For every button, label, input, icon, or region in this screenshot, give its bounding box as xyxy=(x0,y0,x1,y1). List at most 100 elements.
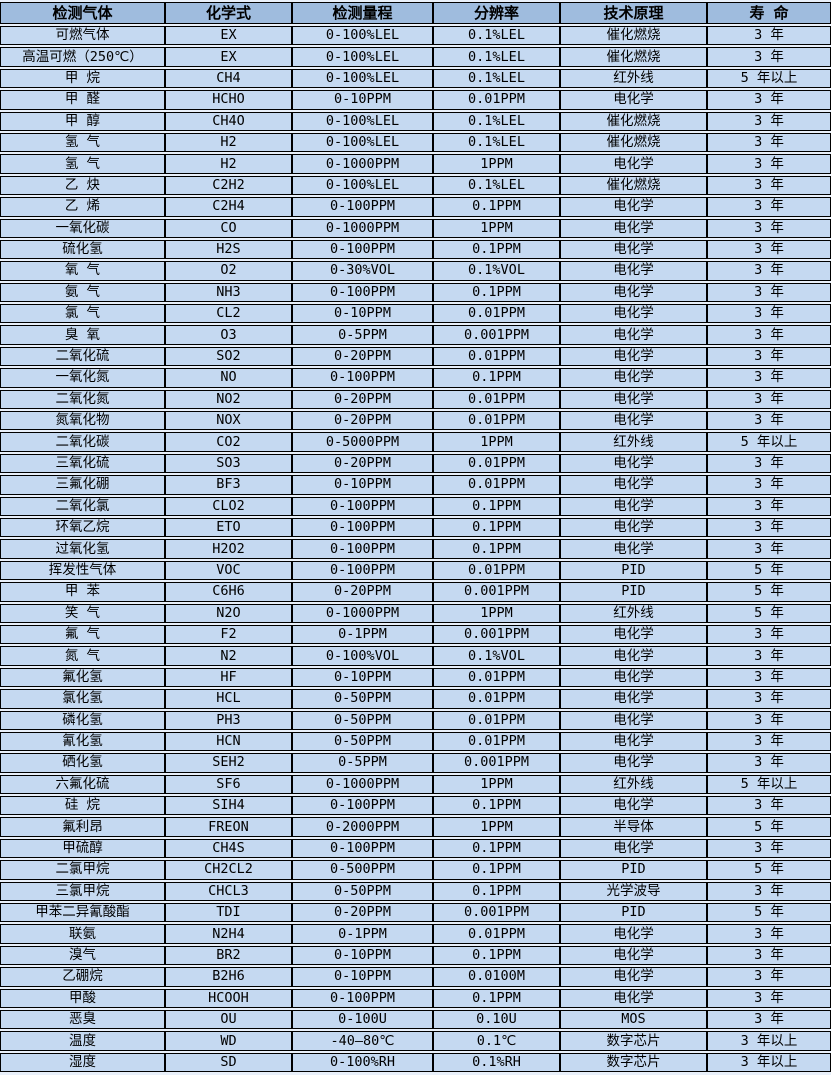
gas-name-cell: 温度 xyxy=(0,1031,165,1051)
detection-range-cell: 0-10PPM xyxy=(292,945,433,966)
gas-name-cell: 乙硼烷 xyxy=(0,967,165,987)
resolution-cell: 0.01PPM xyxy=(433,453,560,474)
resolution-cell: 1PPM xyxy=(433,154,560,174)
table-row: 六氟化硫 SF6 0-1000PPM 1PPM 红外线 5 年以上 xyxy=(0,774,831,795)
gas-name-cell: 二氧化氯 xyxy=(0,496,165,516)
resolution-cell: 0.10U xyxy=(433,1009,560,1030)
detection-range-cell: 0-1000PPM xyxy=(292,154,433,174)
resolution-cell: 0.1%LEL xyxy=(433,26,560,46)
lifespan-cell: 5 年 xyxy=(707,903,831,923)
chemical-formula-cell: C6H6 xyxy=(165,582,292,602)
chemical-formula-cell: HCOOH xyxy=(165,988,292,1008)
resolution-cell: 0.1PPM xyxy=(433,539,560,559)
table-row: 氮 气 N2 0-100%VOL 0.1%VOL 电化学 3 年 xyxy=(0,646,831,666)
detection-range-cell: 0-50PPM xyxy=(292,881,433,902)
lifespan-cell: 3 年 xyxy=(707,197,831,217)
chemical-formula-cell: H2 xyxy=(165,132,292,153)
lifespan-cell: 3 年 xyxy=(707,710,831,730)
table-row: 硅 烷 SIH4 0-100PPM 0.1PPM 电化学 3 年 xyxy=(0,796,831,816)
column-header-technology: 技术原理 xyxy=(560,2,707,24)
technology-cell: 数字芯片 xyxy=(560,1031,707,1051)
chemical-formula-cell: NO xyxy=(165,368,292,388)
technology-cell: PID xyxy=(560,860,707,880)
table-row: 乙硼烷 B2H6 0-10PPM 0.0100M 电化学 3 年 xyxy=(0,967,831,987)
gas-name-cell: 六氟化硫 xyxy=(0,774,165,795)
detection-range-cell: 0-5PPM xyxy=(292,753,433,773)
chemical-formula-cell: CH2CL2 xyxy=(165,860,292,880)
detection-range-cell: 0-100PPM xyxy=(292,988,433,1008)
chemical-formula-cell: TDI xyxy=(165,903,292,923)
lifespan-cell: 3 年 xyxy=(707,881,831,902)
lifespan-cell: 3 年 xyxy=(707,796,831,816)
gas-name-cell: 氯 气 xyxy=(0,304,165,324)
chemical-formula-cell: CHCL3 xyxy=(165,881,292,902)
resolution-cell: 1PPM xyxy=(433,432,560,452)
column-header-detection-range: 检测量程 xyxy=(292,2,433,24)
gas-name-cell: 硒化氢 xyxy=(0,753,165,773)
gas-name-cell: 甲 醇 xyxy=(0,111,165,131)
gas-name-cell: 乙 烯 xyxy=(0,197,165,217)
resolution-cell: 0.1%LEL xyxy=(433,111,560,131)
table-row: 硫化氢 H2S 0-100PPM 0.1PPM 电化学 3 年 xyxy=(0,239,831,260)
technology-cell: PID xyxy=(560,903,707,923)
chemical-formula-cell: CO2 xyxy=(165,432,292,452)
table-row: 甲 烷 CH4 0-100%LEL 0.1%LEL 红外线 5 年以上 xyxy=(0,68,831,89)
detection-range-cell: 0-100PPM xyxy=(292,496,433,516)
resolution-cell: 1PPM xyxy=(433,774,560,795)
gas-name-cell: 环氧乙烷 xyxy=(0,517,165,538)
gas-name-cell: 湿度 xyxy=(0,1052,165,1073)
technology-cell: 电化学 xyxy=(560,453,707,474)
column-header-resolution: 分辨率 xyxy=(433,2,560,24)
column-header-chemical-formula: 化学式 xyxy=(165,2,292,24)
resolution-cell: 0.1PPM xyxy=(433,517,560,538)
table-row: 臭 氧 O3 0-5PPM 0.001PPM 电化学 3 年 xyxy=(0,325,831,345)
chemical-formula-cell: SO3 xyxy=(165,453,292,474)
lifespan-cell: 3 年 xyxy=(707,967,831,987)
technology-cell: 电化学 xyxy=(560,945,707,966)
gas-name-cell: 可燃气体 xyxy=(0,26,165,46)
lifespan-cell: 3 年 xyxy=(707,389,831,410)
resolution-cell: 0.001PPM xyxy=(433,903,560,923)
technology-cell: 电化学 xyxy=(560,411,707,431)
lifespan-cell: 5 年以上 xyxy=(707,432,831,452)
gas-name-cell: 三氟化硼 xyxy=(0,475,165,495)
column-header-gas-name: 检测气体 xyxy=(0,2,165,24)
resolution-cell: 1PPM xyxy=(433,218,560,238)
gas-name-cell: 甲酸 xyxy=(0,988,165,1008)
chemical-formula-cell: N2H4 xyxy=(165,924,292,944)
gas-name-cell: 甲 烷 xyxy=(0,68,165,89)
lifespan-cell: 3 年 xyxy=(707,239,831,260)
table-row: 氯化氢 HCL 0-50PPM 0.01PPM 电化学 3 年 xyxy=(0,689,831,709)
detection-range-cell: 0-1000PPM xyxy=(292,603,433,623)
lifespan-cell: 3 年以上 xyxy=(707,1031,831,1051)
resolution-cell: 0.1PPM xyxy=(433,197,560,217)
resolution-cell: 0.1℃ xyxy=(433,1031,560,1051)
technology-cell: 电化学 xyxy=(560,325,707,345)
chemical-formula-cell: C2H2 xyxy=(165,175,292,196)
gas-name-cell: 笑 气 xyxy=(0,603,165,623)
resolution-cell: 0.01PPM xyxy=(433,389,560,410)
resolution-cell: 0.01PPM xyxy=(433,346,560,367)
table-row: 氟化氢 HF 0-10PPM 0.01PPM 电化学 3 年 xyxy=(0,667,831,688)
technology-cell: 电化学 xyxy=(560,496,707,516)
chemical-formula-cell: HF xyxy=(165,667,292,688)
detection-range-cell: 0-20PPM xyxy=(292,346,433,367)
table-row: 磷化氢 PH3 0-50PPM 0.01PPM 电化学 3 年 xyxy=(0,710,831,730)
resolution-cell: 0.01PPM xyxy=(433,689,560,709)
detection-range-cell: 0-50PPM xyxy=(292,731,433,752)
lifespan-cell: 3 年 xyxy=(707,689,831,709)
detection-range-cell: 0-5PPM xyxy=(292,325,433,345)
lifespan-cell: 5 年 xyxy=(707,817,831,837)
technology-cell: 电化学 xyxy=(560,838,707,859)
chemical-formula-cell: FREON xyxy=(165,817,292,837)
gas-name-cell: 溴气 xyxy=(0,945,165,966)
lifespan-cell: 3 年 xyxy=(707,945,831,966)
table-row: 甲 醛 HCHO 0-10PPM 0.01PPM 电化学 3 年 xyxy=(0,90,831,110)
detection-range-cell: 0-100%LEL xyxy=(292,47,433,67)
detection-range-cell: 0-20PPM xyxy=(292,582,433,602)
detection-range-cell: 0-500PPM xyxy=(292,860,433,880)
chemical-formula-cell: N2O xyxy=(165,603,292,623)
chemical-formula-cell: EX xyxy=(165,26,292,46)
chemical-formula-cell: H2 xyxy=(165,154,292,174)
